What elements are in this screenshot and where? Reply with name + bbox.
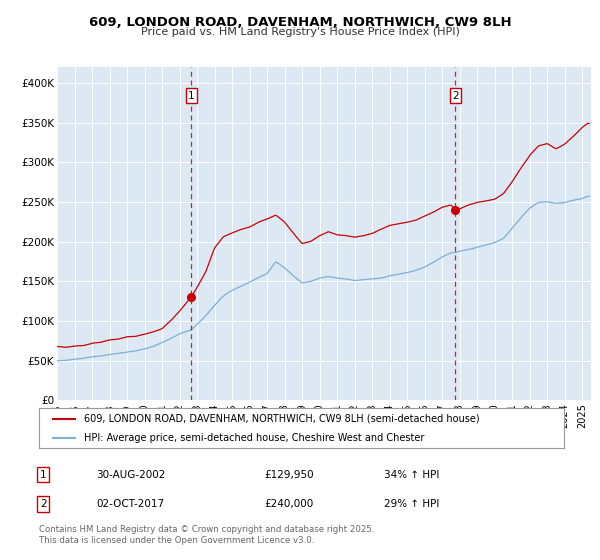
Text: 609, LONDON ROAD, DAVENHAM, NORTHWICH, CW9 8LH (semi-detached house): 609, LONDON ROAD, DAVENHAM, NORTHWICH, C…	[83, 414, 479, 423]
Text: 29% ↑ HPI: 29% ↑ HPI	[384, 499, 439, 509]
Text: 34% ↑ HPI: 34% ↑ HPI	[384, 470, 439, 480]
Text: 609, LONDON ROAD, DAVENHAM, NORTHWICH, CW9 8LH: 609, LONDON ROAD, DAVENHAM, NORTHWICH, C…	[89, 16, 511, 29]
Text: Price paid vs. HM Land Registry's House Price Index (HPI): Price paid vs. HM Land Registry's House …	[140, 27, 460, 37]
Text: 1: 1	[40, 470, 47, 480]
Text: HPI: Average price, semi-detached house, Cheshire West and Chester: HPI: Average price, semi-detached house,…	[83, 433, 424, 443]
Text: 2: 2	[40, 499, 47, 509]
Text: 30-AUG-2002: 30-AUG-2002	[96, 470, 166, 480]
Text: 02-OCT-2017: 02-OCT-2017	[96, 499, 164, 509]
Text: £129,950: £129,950	[264, 470, 314, 480]
Text: Contains HM Land Registry data © Crown copyright and database right 2025.
This d: Contains HM Land Registry data © Crown c…	[39, 525, 374, 545]
Text: 2: 2	[452, 91, 458, 101]
Text: £240,000: £240,000	[264, 499, 313, 509]
Text: 1: 1	[188, 91, 194, 101]
